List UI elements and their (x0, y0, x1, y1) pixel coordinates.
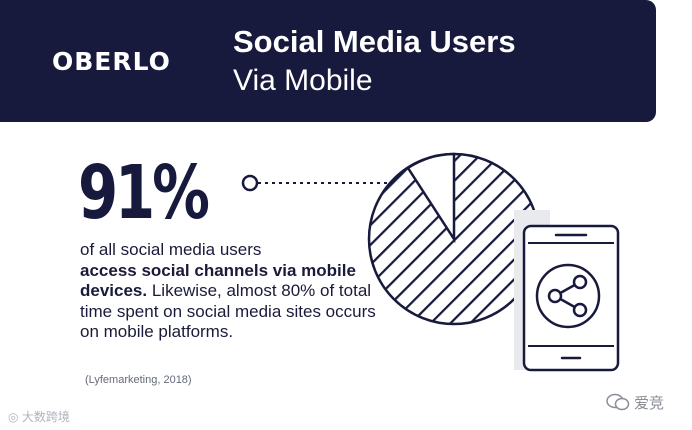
stat-desc-line1: of all social media users (80, 240, 262, 259)
watermark-left-text: 大数跨境 (21, 410, 70, 424)
header-banner: OBERLO Social Media Users Via Mobile (0, 0, 656, 122)
brand-logo: OBERLO (52, 47, 171, 76)
watermark-left: ◎ 大数跨境 (8, 408, 70, 425)
stat-desc-rest: Likewise, almost 80% of total time spent… (80, 281, 376, 341)
watermark-logo-icon: ◎ (8, 410, 22, 424)
watermark-right: 爱竞 (606, 392, 664, 415)
page-title: Social Media Users (233, 24, 516, 59)
source-citation: (Lyfemarketing, 2018) (85, 374, 192, 386)
stat-desc-bold: access social channels via mobile device… (80, 260, 356, 301)
watermark-right-text: 爱竞 (634, 395, 665, 412)
connector-line (241, 174, 388, 192)
pie-chart-icon (367, 152, 541, 326)
stat-description: of all social media users access social … (80, 240, 380, 343)
stat-value: 91% (78, 150, 210, 236)
page-subtitle: Via Mobile (233, 64, 373, 97)
share-icon (535, 263, 601, 329)
wechat-icon (606, 393, 630, 415)
